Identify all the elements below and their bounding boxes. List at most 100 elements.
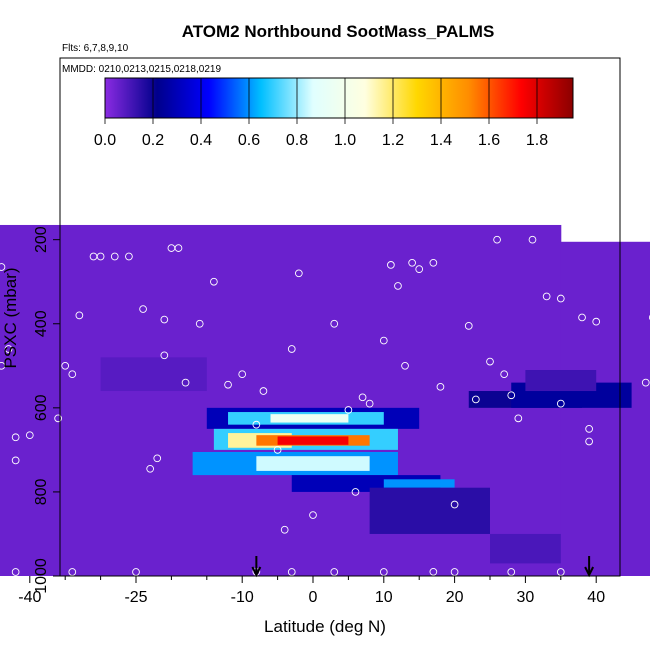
y-tick-label-1: 400 (33, 310, 50, 337)
enhancement-cell-11 (369, 487, 490, 534)
coverage-cell-1 (560, 241, 650, 577)
sample-point-74 (578, 313, 586, 322)
sample-point-67 (507, 391, 516, 400)
arrow-head-1 (251, 566, 262, 578)
sample-point-69 (528, 235, 537, 244)
sample-point-42 (273, 446, 282, 454)
sample-point-61 (450, 500, 459, 509)
sample-point-53 (387, 261, 395, 269)
sample-point-59 (429, 567, 438, 576)
sample-point-37 (210, 277, 218, 286)
arrow-marker-1 (251, 556, 262, 578)
sample-point-63 (471, 395, 480, 404)
sample-point-14 (0, 263, 6, 271)
x-tick-label-7: 20 (446, 589, 464, 606)
sample-point-77 (592, 317, 601, 326)
sample-point-71 (556, 399, 565, 408)
x-axis-label: Latitude (deg N) (264, 617, 386, 636)
sample-point-36 (195, 319, 204, 328)
x-tick-label-3: -25 (124, 589, 147, 606)
colorbar-tick-label-8: 1.6 (478, 132, 500, 149)
sample-point-29 (146, 464, 155, 473)
enhancement-cell-12 (490, 533, 561, 564)
sample-point-19 (25, 431, 34, 440)
plot-frame (59, 57, 621, 577)
colorbar: 0.0 0.2 0.4 0.6 0.8 1.0 1.2 1.4 1.6 1.8 (94, 77, 574, 149)
sample-point-17 (11, 433, 20, 442)
colorbar-tick-label-2: 0.4 (190, 132, 212, 149)
y-tick-label-4: 1000 (33, 558, 50, 594)
sample-point-78 (641, 378, 650, 387)
x-tick-label-4: -10 (231, 589, 254, 606)
sample-point-45 (294, 269, 303, 278)
sample-point-34 (174, 244, 183, 252)
x-tick-label-2: -40 (18, 589, 41, 606)
sample-point-28 (139, 305, 147, 313)
sample-point-118 (330, 568, 339, 576)
enhancement-cell-8 (256, 456, 370, 471)
sample-point-52 (379, 336, 388, 345)
sample-point-120 (450, 568, 459, 576)
sample-point-15 (0, 361, 6, 370)
sample-point-40 (252, 420, 261, 429)
x-tick-label-5: 0 (309, 589, 318, 606)
sample-point-18 (11, 456, 20, 465)
sample-point-76 (585, 437, 593, 446)
sample-point-27 (125, 252, 133, 261)
sample-point-49 (351, 488, 360, 496)
sample-point-122 (556, 568, 565, 576)
sample-point-48 (344, 406, 353, 414)
colorbar-tick-label-1: 0.2 (142, 132, 164, 149)
sample-point-39 (238, 370, 247, 379)
enhancement-cell-6 (270, 414, 349, 423)
colorbar-tick-label-4: 0.8 (286, 132, 308, 149)
x-tick-label-9: 40 (587, 589, 605, 606)
sample-point-21 (61, 361, 70, 370)
sample-point-115 (132, 568, 140, 576)
sample-point-58 (429, 258, 438, 267)
colorbar-tick-label-3: 0.6 (238, 132, 260, 149)
sample-point-46 (309, 511, 317, 519)
sample-point-30 (153, 454, 162, 463)
sample-point-65 (493, 235, 501, 244)
colorbar-tick-label-7: 1.4 (430, 132, 452, 149)
enhancement-cell-18 (100, 357, 207, 392)
sample-point-70 (542, 292, 551, 301)
sample-point-56 (408, 258, 416, 267)
colorbar-tick-label-6: 1.2 (382, 132, 404, 149)
sample-point-35 (181, 378, 190, 387)
sample-point-16 (4, 345, 13, 353)
sample-point-54 (394, 282, 402, 290)
sample-point-41 (259, 387, 268, 395)
sample-point-32 (160, 315, 169, 324)
colorbar-tick-label-9: 1.8 (526, 132, 548, 149)
sample-point-62 (464, 322, 473, 330)
sample-point-22 (68, 370, 77, 379)
y-tick-label-3: 800 (33, 478, 50, 505)
arrow-head-2 (584, 566, 595, 578)
sample-point-121 (507, 568, 516, 576)
colorbar-bar (104, 77, 574, 119)
sample-point-50 (358, 393, 367, 402)
sample-point-25 (96, 252, 105, 261)
sample-point-66 (500, 370, 509, 379)
sample-point-68 (514, 414, 523, 423)
flights-note: Flts: 6,7,8,9,10 (62, 43, 129, 54)
sample-point-113 (11, 568, 20, 576)
dates-note: MMDD: 0210,0213,0215,0218,0219 (62, 64, 221, 75)
sample-point-73 (571, 233, 579, 242)
colorbar-tick-label-0: 0.0 (94, 132, 116, 149)
chart-title: ATOM2 Northbound SootMass_PALMS (182, 22, 495, 41)
sample-point-44 (287, 345, 296, 353)
x-tick-label-6: 10 (375, 589, 393, 606)
sample-point-75 (585, 425, 593, 433)
y-axis-label: PSXC (mbar) (1, 267, 20, 368)
plot-area (0, 224, 650, 577)
sample-point-47 (330, 319, 339, 328)
sample-point-64 (486, 357, 494, 366)
sample-point-114 (68, 568, 77, 576)
y-tick-label-2: 600 (33, 394, 50, 421)
sample-point-119 (379, 568, 388, 576)
sample-point-60 (436, 382, 445, 391)
colorbar-tick-label-5: 1.0 (334, 132, 356, 149)
